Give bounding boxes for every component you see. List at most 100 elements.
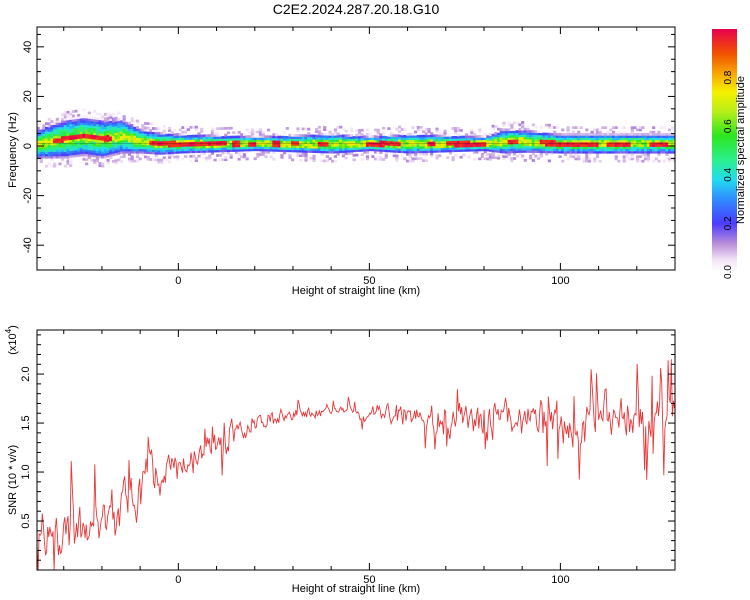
heatmap-cell [582,159,586,163]
heatmap-cell [53,135,57,139]
heatmap-cell [390,143,394,146]
heatmap-cell [157,149,161,153]
heatmap-cell [307,141,311,144]
heatmap-cell [98,121,102,125]
heatmap-cell [652,139,656,143]
heatmap-cell [325,139,329,143]
heatmap-cell [652,144,656,147]
heatmap-cell [633,146,637,150]
heatmap-cell [654,144,658,147]
heatmap-cell [130,146,134,150]
heatmap-cell [459,140,463,143]
heatmap-cell [125,130,129,134]
heatmap-cell [106,118,110,122]
heatmap-cell [574,139,578,143]
heatmap-cell [582,144,586,147]
heatmap-cell [363,146,367,150]
heatmap-cell [376,146,380,150]
heatmap-cell [470,144,474,148]
heatmap-cell [569,137,573,141]
heatmap-cell [352,147,356,150]
heatmap-cell [456,126,461,130]
heatmap-cell [269,146,273,150]
heatmap-cell [50,137,54,141]
heatmap-cell [510,128,514,131]
heatmap-cell [349,129,354,133]
heatmap-cell [603,137,608,141]
heatmap-cell [569,135,573,138]
heatmap-cell [617,137,621,141]
heatmap-cell [71,145,75,149]
heatmap-cell [475,137,479,141]
heatmap-cell [53,142,57,146]
heatmap-cell [229,149,233,152]
heatmap-cell [523,145,527,149]
heatmap-cell [95,134,99,138]
heatmap-cell [119,140,124,143]
heatmap-cell [50,144,54,148]
heatmap-cell [585,155,589,159]
heatmap-cell [590,133,594,136]
heatmap-cell [245,148,249,152]
heatmap-cell [422,152,426,156]
heatmap-cell [646,139,650,143]
heatmap-cell [483,132,487,136]
heatmap-cell [395,127,399,131]
heatmap-cell [432,145,436,149]
heatmap-cell [411,159,415,163]
heatmap-cell [336,139,340,143]
heatmap-cell [106,127,110,131]
heatmap-cell [545,137,549,140]
heatmap-cell [641,146,645,150]
heatmap-cell [668,137,672,141]
heatmap-cell [266,142,271,145]
heatmap-cell [606,146,610,150]
heatmap-cell [315,128,319,131]
heatmap-cell [272,157,276,161]
heatmap-cell [42,133,46,137]
heatmap-cell [537,134,541,138]
heatmap-cell [523,147,527,151]
heatmap-cell [646,155,650,159]
heatmap-cell [218,138,223,142]
heatmap-cell [122,126,126,130]
heatmap-cell [652,133,656,136]
heatmap-cell [77,127,81,131]
heatmap-cell [210,147,214,151]
heatmap-cell [170,151,174,155]
heatmap-cell [419,137,423,140]
heatmap-cell [309,150,313,153]
heatmap-cell [475,141,479,145]
heatmap-cell [630,128,634,132]
heatmap-cell [475,148,479,152]
heatmap-cell [611,144,616,147]
heatmap-cell [138,146,142,150]
heatmap-cell [261,148,265,152]
heatmap-cell [55,137,59,141]
heatmap-cell [553,130,557,134]
heatmap-cell [534,139,538,142]
heatmap-cell [488,142,493,146]
heatmap-cell [216,142,220,146]
heatmap-cell [229,126,233,130]
heatmap-cell [649,146,653,150]
heatmap-cell [154,158,158,162]
heatmap-cell [467,148,471,152]
heatmap-cell [454,135,458,139]
heatmap-cell [101,137,105,141]
heatmap-cell [349,145,354,148]
heatmap-cell [539,139,543,142]
heatmap-cell [518,143,522,147]
heatmap-cell [349,147,354,151]
heatmap-cell [384,147,388,150]
heatmap-cell [226,144,231,148]
y-tick-label: -20 [22,188,34,204]
heatmap-cell [66,146,70,150]
heatmap-cell [491,140,495,144]
heatmap-cell [315,150,319,154]
heatmap-cell [221,138,225,142]
heatmap-cell [119,135,124,139]
heatmap-cell [355,138,359,141]
heatmap-cell [101,146,105,150]
heatmap-cell [609,133,613,136]
